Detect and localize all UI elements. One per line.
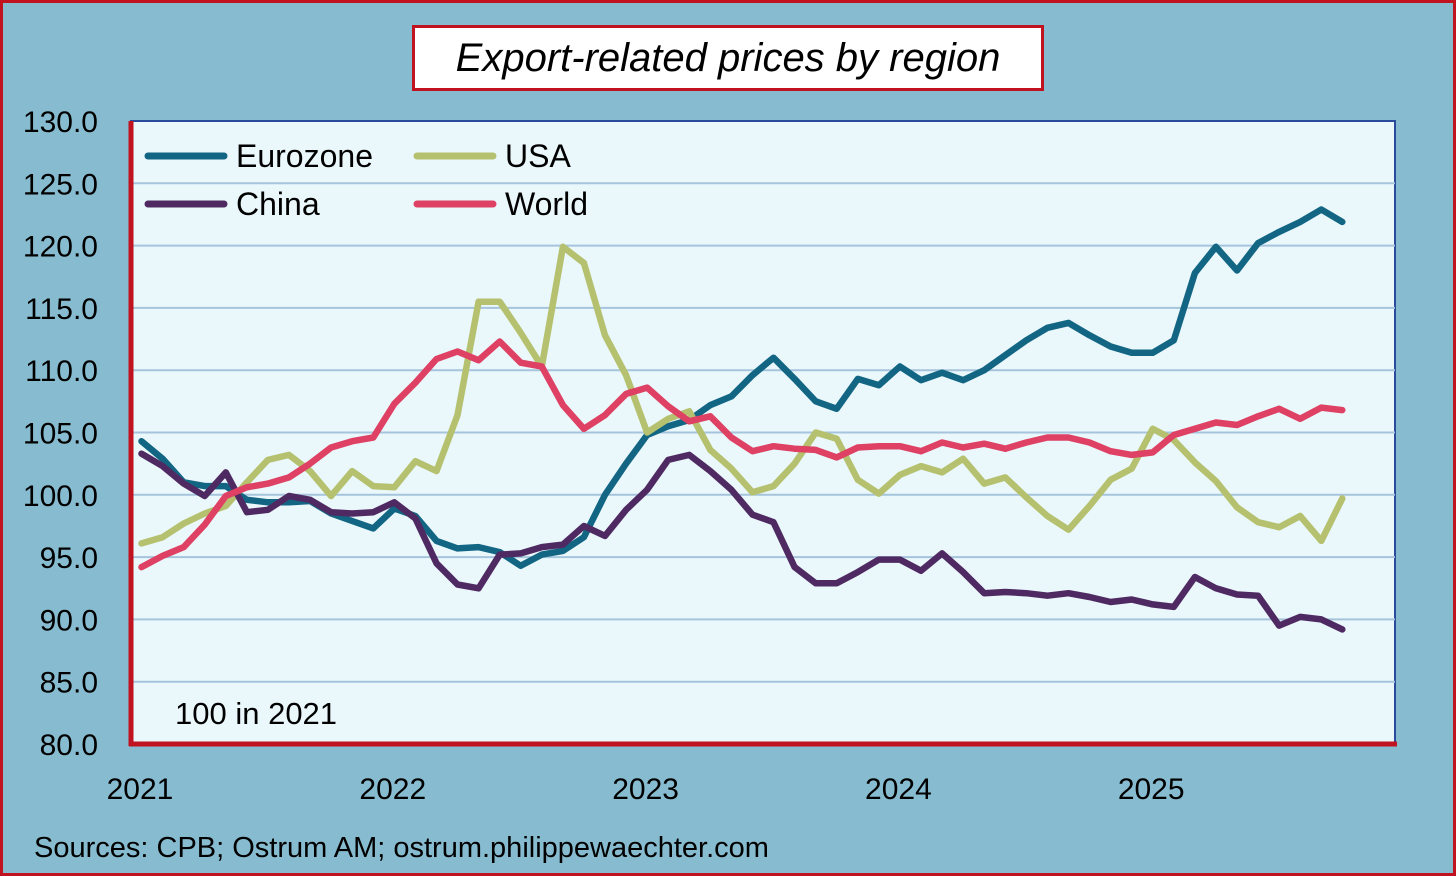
series-line-world: [138, 338, 1346, 571]
series-line-eurozone: [138, 206, 1346, 570]
legend-label-world: World: [505, 186, 588, 222]
y-tick-label: 125.0: [23, 168, 98, 201]
y-tick-label: 110.0: [25, 355, 98, 388]
chart-title-box: Export-related prices by region: [412, 25, 1044, 91]
legend-label-eurozone: Eurozone: [236, 138, 373, 174]
y-tick-label: 130.0: [23, 106, 98, 139]
y-tick-label: 120.0: [23, 231, 98, 264]
legend-label-usa: USA: [505, 138, 571, 174]
x-tick-label: 2024: [865, 773, 932, 806]
y-tick-label: 85.0: [40, 667, 98, 700]
chart-title: Export-related prices by region: [455, 35, 1001, 80]
x-tick-label: 2025: [1118, 773, 1185, 806]
y-tick-label: 95.0: [40, 542, 98, 575]
legend: Eurozone USA China World: [144, 138, 588, 222]
x-axis-ticks: 2021 2022 2023 2024 2025: [107, 773, 1185, 806]
x-tick-label: 2021: [107, 773, 174, 806]
source-note: Sources: CPB; Ostrum AM; ostrum.philippe…: [34, 832, 769, 864]
y-tick-label: 80.0: [40, 729, 98, 762]
y-axis-ticks: 80.0 85.0 90.0 95.0 100.0 105.0 110.0 115.0 120.…: [23, 106, 98, 762]
series-lines: [138, 206, 1346, 633]
x-tick-label: 2023: [612, 773, 679, 806]
series-line-china: [138, 450, 1346, 633]
y-tick-label: 100.0: [23, 480, 98, 513]
y-tick-label: 105.0: [23, 418, 98, 451]
base-note: 100 in 2021: [175, 696, 337, 731]
series-line-usa: [138, 243, 1346, 547]
y-tick-label: 90.0: [40, 604, 98, 637]
x-tick-label: 2022: [359, 773, 426, 806]
y-tick-label: 115.0: [25, 293, 98, 326]
legend-label-china: China: [236, 186, 320, 222]
